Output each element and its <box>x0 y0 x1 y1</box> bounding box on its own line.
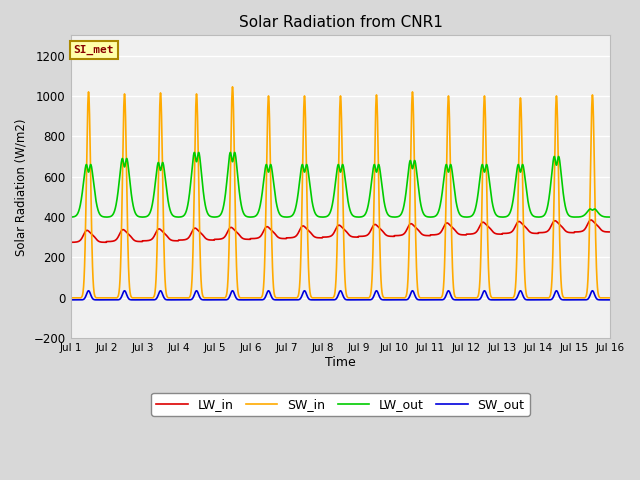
LW_in <box>573 229 581 235</box>
SW_out <box>559 297 566 302</box>
Line: LW_in: LW_in <box>70 220 610 242</box>
X-axis label: Time: Time <box>325 356 356 369</box>
SW_out <box>67 297 74 303</box>
LW_in <box>587 217 595 223</box>
SW_out <box>84 288 92 294</box>
LW_out <box>356 214 364 220</box>
LW_out <box>191 150 198 156</box>
Text: SI_met: SI_met <box>74 45 114 55</box>
SW_in <box>559 293 566 299</box>
LW_in <box>606 229 614 235</box>
SW_in <box>67 295 74 300</box>
LW_in <box>356 233 364 239</box>
LW_out <box>559 186 566 192</box>
SW_in <box>228 84 236 90</box>
SW_in <box>356 295 364 300</box>
LW_in <box>367 226 375 232</box>
SW_in <box>368 281 376 287</box>
SW_in <box>497 295 505 300</box>
LW_out <box>606 214 614 220</box>
Legend: LW_in, SW_in, LW_out, SW_out: LW_in, SW_in, LW_out, SW_out <box>152 393 530 416</box>
LW_out <box>574 214 582 220</box>
LW_in <box>67 240 74 245</box>
SW_out <box>368 296 376 302</box>
SW_in <box>217 295 225 300</box>
LW_out <box>218 211 225 216</box>
SW_out <box>497 297 505 303</box>
LW_in <box>497 231 505 237</box>
Line: LW_out: LW_out <box>70 153 610 217</box>
LW_in <box>559 225 566 230</box>
SW_in <box>606 295 614 300</box>
SW_out <box>574 297 582 303</box>
Y-axis label: Solar Radiation (W/m2): Solar Radiation (W/m2) <box>15 118 28 255</box>
LW_out <box>368 177 376 183</box>
LW_in <box>217 236 225 242</box>
Line: SW_in: SW_in <box>70 87 610 298</box>
Title: Solar Radiation from CNR1: Solar Radiation from CNR1 <box>239 15 442 30</box>
LW_out <box>497 214 505 220</box>
Line: SW_out: SW_out <box>70 291 610 300</box>
SW_out <box>218 297 225 303</box>
SW_out <box>606 297 614 303</box>
SW_in <box>574 295 582 300</box>
SW_out <box>356 297 364 303</box>
LW_out <box>67 214 74 220</box>
